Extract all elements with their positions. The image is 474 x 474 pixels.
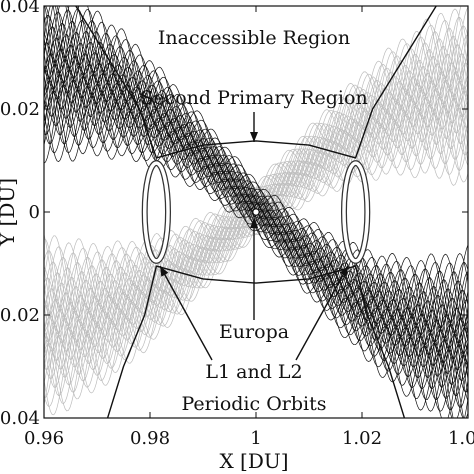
trajectory-line xyxy=(44,44,468,377)
trajectory-line xyxy=(44,6,468,339)
l1-periodic-orbit xyxy=(142,161,170,263)
europa-point xyxy=(252,208,260,216)
boundary-curve-lower xyxy=(106,265,406,418)
periodic-orbits-label-line1: L1 and L2 xyxy=(205,361,302,383)
annotation-arrows xyxy=(159,112,349,361)
trajectory-line xyxy=(44,53,468,359)
l2-orbit-arrow-head xyxy=(339,266,348,277)
trajectory-line xyxy=(44,6,468,327)
y-tick-label: -0.02 xyxy=(0,305,40,326)
trajectory-line xyxy=(44,90,468,397)
l2-periodic-orbit xyxy=(342,161,370,263)
second-primary-region-label: Second Primary Region xyxy=(140,87,367,109)
boundary-curve-upper xyxy=(75,6,437,159)
x-tick-label: 1 xyxy=(250,428,261,449)
trajectory-line xyxy=(44,42,468,386)
periodic-orbits-label-line2: Periodic Orbits xyxy=(182,393,327,415)
trajectory-line xyxy=(44,11,468,355)
europa-marker xyxy=(252,208,260,216)
inaccessible-region-label: Inaccessible Region xyxy=(158,27,350,49)
x-tick-labels: 0.96 0.98 1 1.02 1.04 xyxy=(24,428,474,449)
trajectory-line xyxy=(44,6,468,329)
periodic-orbits xyxy=(141,160,371,264)
trajectory-line xyxy=(44,17,468,325)
y-tick-label: 0.02 xyxy=(0,99,40,120)
y-tick-label: 0 xyxy=(29,202,40,223)
y-axis-label: Y [DU] xyxy=(0,178,19,247)
y-tick-label: -0.04 xyxy=(0,408,40,429)
x-tick-label: 0.96 xyxy=(24,428,64,449)
europa-label: Europa xyxy=(219,321,289,343)
y-tick-label: 0.04 xyxy=(0,0,40,17)
x-axis-label: X [DU] xyxy=(219,449,288,473)
trajectory-band-dark xyxy=(44,6,468,418)
l1-orbit-arrow-head xyxy=(160,266,169,277)
l1-orbit-arrow xyxy=(159,265,213,361)
trajectory-line xyxy=(44,8,468,315)
trajectory-line xyxy=(44,6,468,344)
trajectory-line xyxy=(44,9,468,343)
trajectory-line xyxy=(52,6,468,324)
x-tick-label: 0.98 xyxy=(130,428,170,449)
axis-ticks xyxy=(43,5,469,419)
trajectory-line xyxy=(44,69,468,411)
second-primary-arrow-head xyxy=(250,132,258,142)
zero-velocity-curves xyxy=(75,6,437,418)
trajectory-line xyxy=(44,26,468,370)
y-tick-labels: 0.04 0.02 0 -0.02 -0.04 xyxy=(0,0,40,429)
l2-orbit-arrow xyxy=(295,265,349,361)
x-tick-label: 1.04 xyxy=(448,428,474,449)
x-tick-label: 1.02 xyxy=(342,428,382,449)
europa-arrow-head xyxy=(250,218,258,228)
